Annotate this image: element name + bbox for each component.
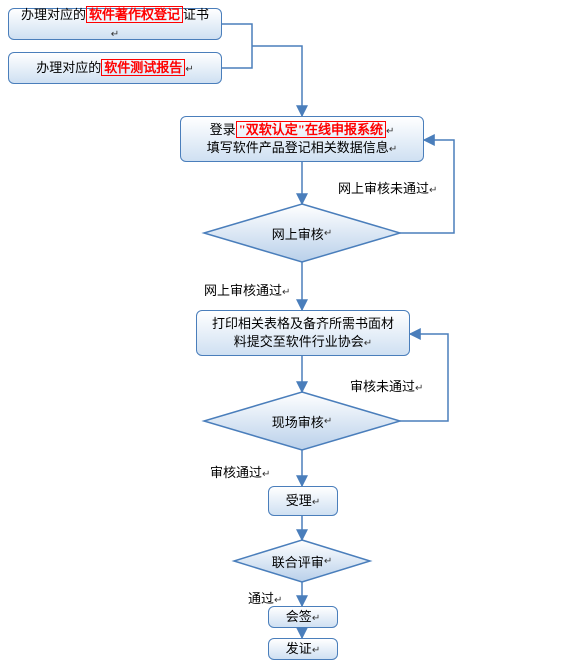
node-sign: 会签↵ <box>268 606 338 628</box>
node-online-wrap: 网上审核↵ <box>204 204 400 262</box>
node-accept-label: 受理↵ <box>286 492 320 510</box>
node-review-wrap: 联合评审↵ <box>234 540 370 582</box>
node-print: 打印相关表格及备齐所需书面材料提交至软件行业协会↵ <box>196 310 410 356</box>
node-cert: 办理对应的软件著作权登记证书↵ <box>8 8 222 40</box>
label-review_pass: 通过↵ <box>248 588 282 607</box>
node-issue: 发证↵ <box>268 638 338 660</box>
edge-0 <box>222 24 252 68</box>
node-test-label: 办理对应的软件测试报告↵ <box>36 59 193 77</box>
node-test: 办理对应的软件测试报告↵ <box>8 52 222 84</box>
node-online-label: 网上审核↵ <box>204 204 400 262</box>
node-accept: 受理↵ <box>268 486 338 516</box>
node-onsite-wrap: 现场审核↵ <box>204 392 400 450</box>
node-login-label: 登录"双软认定"在线申报系统↵填写软件产品登记相关数据信息↵ <box>207 121 397 156</box>
edge-1 <box>252 46 302 116</box>
flowchart-canvas: 办理对应的软件著作权登记证书↵ 办理对应的软件测试报告↵ 登录"双软认定"在线申报系… <box>0 0 573 654</box>
node-cert-label: 办理对应的软件著作权登记证书↵ <box>17 6 213 41</box>
node-sign-label: 会签↵ <box>286 608 320 626</box>
label-onsite_pass: 审核通过↵ <box>210 462 270 481</box>
node-print-label: 打印相关表格及备齐所需书面材料提交至软件行业协会↵ <box>212 315 394 350</box>
node-onsite-label: 现场审核↵ <box>204 392 400 450</box>
node-review-label: 联合评审↵ <box>234 540 370 582</box>
node-login: 登录"双软认定"在线申报系统↵填写软件产品登记相关数据信息↵ <box>180 116 424 162</box>
label-online_pass: 网上审核通过↵ <box>204 280 290 299</box>
label-onsite_fail: 审核未通过↵ <box>350 376 423 395</box>
label-online_fail: 网上审核未通过↵ <box>338 178 437 197</box>
node-issue-label: 发证↵ <box>286 640 320 658</box>
